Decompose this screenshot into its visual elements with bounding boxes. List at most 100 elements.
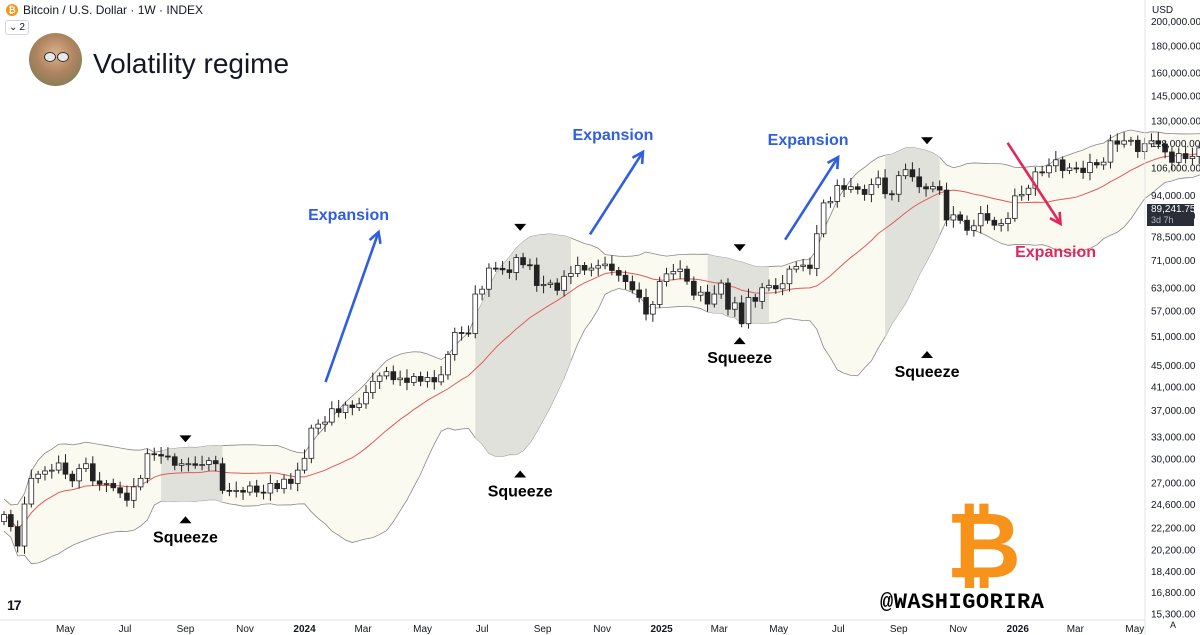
candle-body: [49, 469, 55, 472]
candle-body: [267, 483, 274, 494]
candle-body: [609, 263, 615, 271]
expansion-label: Expansion: [573, 127, 654, 144]
expansion-arrow-line: [324, 231, 380, 383]
time-tick-label: Sep: [890, 624, 908, 635]
candle-body: [752, 297, 759, 302]
price-tick-label: 130,000.00: [1151, 116, 1200, 127]
candle-body: [691, 280, 697, 296]
candle-body: [322, 421, 328, 425]
time-tick-label: Sep: [534, 624, 552, 635]
annotations: Squeeze Squeeze Squeeze Squeeze Expansion Exp…: [153, 127, 1096, 546]
candle-body: [178, 463, 185, 466]
expansion-arrowhead-icon: [1049, 211, 1063, 227]
candle-body: [615, 270, 622, 276]
candle-body: [1100, 161, 1107, 166]
candle-body: [274, 483, 280, 490]
expansion-arrowhead-icon: [368, 229, 382, 245]
candle-body: [1162, 143, 1168, 153]
candle-body: [827, 200, 834, 204]
candle-body: [151, 453, 158, 456]
candle-body: [212, 460, 219, 465]
price-tick-label: 160,000.00: [1151, 69, 1200, 80]
price-tick-label: 18,400.00: [1151, 567, 1196, 578]
candle-body: [144, 453, 151, 479]
candle-body: [841, 185, 847, 190]
candle-body: [356, 403, 362, 408]
time-tick-label: Mar: [711, 624, 729, 635]
candle-body: [301, 457, 308, 471]
candle-body: [766, 285, 772, 289]
candle-body: [397, 377, 403, 381]
time-axis[interactable]: May Jul Sep Nov 2024 Mar May Jul Sep Nov 2025 Mar Ma…: [0, 619, 1145, 635]
candle-body: [1182, 153, 1189, 159]
price-tick-label: 27,000.00: [1151, 479, 1196, 490]
time-tick-label: Nov: [593, 624, 611, 635]
expansion-arrow-line: [1006, 142, 1062, 225]
time-tick-label: Sep: [177, 624, 195, 635]
expansion-arrowhead-icon: [631, 149, 645, 165]
candle-body: [55, 462, 62, 471]
candle-body: [1107, 140, 1114, 163]
price-tick-label: 24,600.00: [1151, 500, 1196, 511]
upper-band: [3, 129, 1200, 506]
price-tick-label: 63,000.00: [1151, 283, 1196, 294]
candle-body: [527, 264, 533, 267]
time-tick-label: May: [769, 624, 788, 635]
collapse-button[interactable]: ⌄ 2: [5, 20, 29, 35]
candle-body: [861, 188, 868, 195]
price-tick-label: 22,200.00: [1151, 524, 1196, 535]
candle-body: [1134, 139, 1141, 152]
candle-body: [171, 456, 178, 466]
candle-body: [738, 302, 745, 325]
candle-body: [568, 273, 574, 277]
candle-body: [513, 257, 520, 273]
time-tick-label: Jul: [832, 624, 845, 635]
squeeze-bottom-marker-icon: [514, 470, 527, 478]
price-tick-label: 57,000.00: [1151, 306, 1196, 317]
candle-body: [759, 287, 765, 302]
candle-body: [595, 265, 602, 269]
candle-body: [103, 483, 110, 485]
currency-label[interactable]: USD: [1152, 5, 1174, 16]
candle-body: [813, 233, 820, 269]
candle-body: [670, 271, 677, 275]
candle-body: [636, 289, 642, 298]
tradingview-logo-icon[interactable]: 17: [7, 597, 22, 613]
candle-body: [465, 332, 472, 335]
candle-body: [909, 169, 916, 178]
price-tick-label: 145,000.00: [1151, 91, 1200, 102]
candle-body: [158, 454, 164, 457]
candle-body: [1005, 217, 1011, 224]
candle-body: [745, 297, 752, 325]
candle-body: [971, 225, 977, 231]
squeeze-bottom-marker-icon: [179, 516, 192, 524]
squeeze-bottom-marker-icon: [733, 337, 746, 345]
candle-body: [1155, 140, 1162, 145]
candle-body: [240, 489, 246, 493]
time-tick-label: May: [413, 624, 432, 635]
candle-body: [137, 477, 144, 488]
symbol-header[interactable]: ₿ Bitcoin / U.S. Dollar · 1W · INDEX: [6, 3, 203, 17]
candle-body: [206, 460, 212, 465]
candle-body: [684, 268, 690, 282]
candle-body: [793, 266, 800, 270]
candle-body: [889, 193, 895, 196]
candle-body: [533, 264, 540, 286]
candle-body: [1018, 194, 1025, 197]
candle-body: [718, 282, 724, 295]
squeeze-bottom-marker-icon: [921, 350, 934, 358]
candle-body: [1121, 140, 1127, 145]
price-tick-label: 118,000.00: [1151, 139, 1200, 150]
candle-body: [96, 480, 103, 485]
price-tick-label: 20,200.00: [1151, 545, 1196, 556]
time-tick-label: Mar: [354, 624, 372, 635]
price-axis[interactable]: 200,000.00 180,000.00 160,000.00 145,000.00…: [1144, 0, 1200, 635]
auto-scale-button[interactable]: A: [1170, 620, 1177, 630]
candle-body: [83, 463, 89, 469]
price-tick-label: 200,000.00: [1151, 17, 1200, 28]
candle-body: [479, 288, 485, 295]
candle-body: [807, 264, 813, 269]
candle-body: [848, 186, 854, 190]
candle-body: [779, 283, 786, 290]
